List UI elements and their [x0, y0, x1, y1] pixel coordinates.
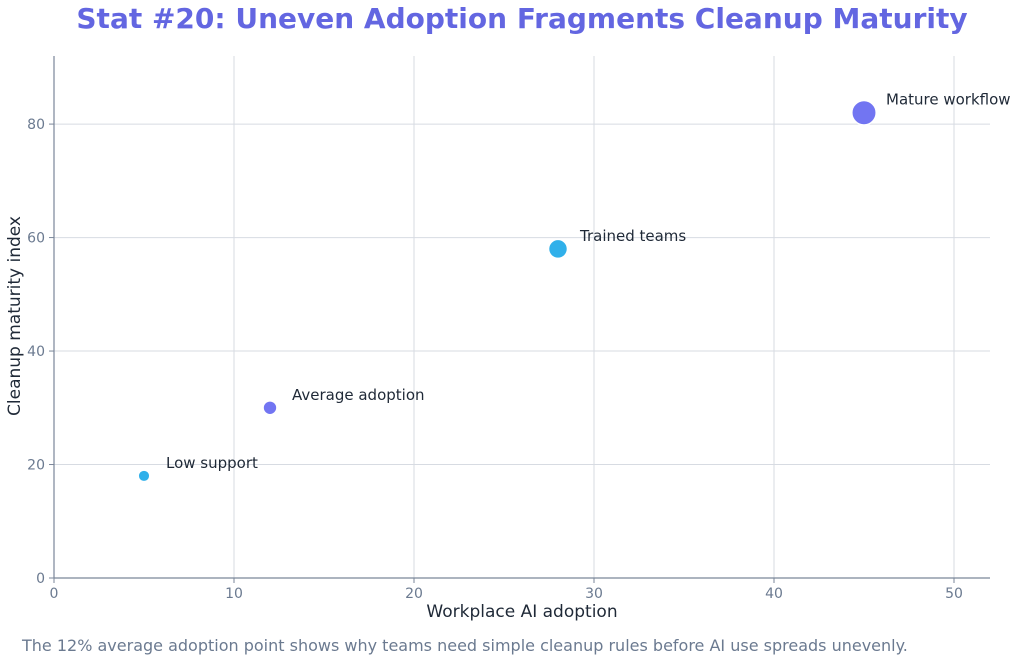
y-tick-label: 20 [27, 458, 45, 474]
point-labels: Low support Average adoption Trained teams… [166, 91, 1011, 472]
x-tick-label: 50 [945, 586, 963, 602]
caption: The 12% average adoption point shows why… [22, 636, 908, 655]
axes [53, 56, 990, 579]
chart-title: Stat #20: Uneven Adoption Fragments Clea… [76, 2, 968, 35]
point-label: Mature workflow [886, 91, 1011, 109]
y-tick-label: 40 [27, 344, 45, 360]
data-point [262, 400, 278, 416]
data-points [137, 99, 877, 483]
y-tick-label: 0 [36, 571, 45, 587]
data-point [547, 238, 569, 260]
data-point [851, 99, 877, 126]
point-label: Low support [166, 454, 258, 472]
y-axis-label: Cleanup maturity index [5, 216, 25, 416]
y-tick-label: 80 [27, 117, 45, 133]
x-axis-label: Workplace AI adoption [426, 602, 617, 622]
x-tick-label: 20 [405, 586, 423, 602]
tick-labels: 0 10 20 30 40 50 0 20 40 60 80 [27, 117, 963, 602]
point-label: Average adoption [292, 386, 425, 404]
y-tick-label: 60 [27, 231, 45, 247]
x-tick-label: 0 [50, 586, 59, 602]
grid-lines [54, 56, 990, 578]
x-tick-label: 40 [765, 586, 783, 602]
data-point [137, 469, 151, 483]
x-tick-label: 30 [585, 586, 603, 602]
point-label: Trained teams [579, 227, 686, 245]
x-tick-label: 10 [225, 586, 243, 602]
